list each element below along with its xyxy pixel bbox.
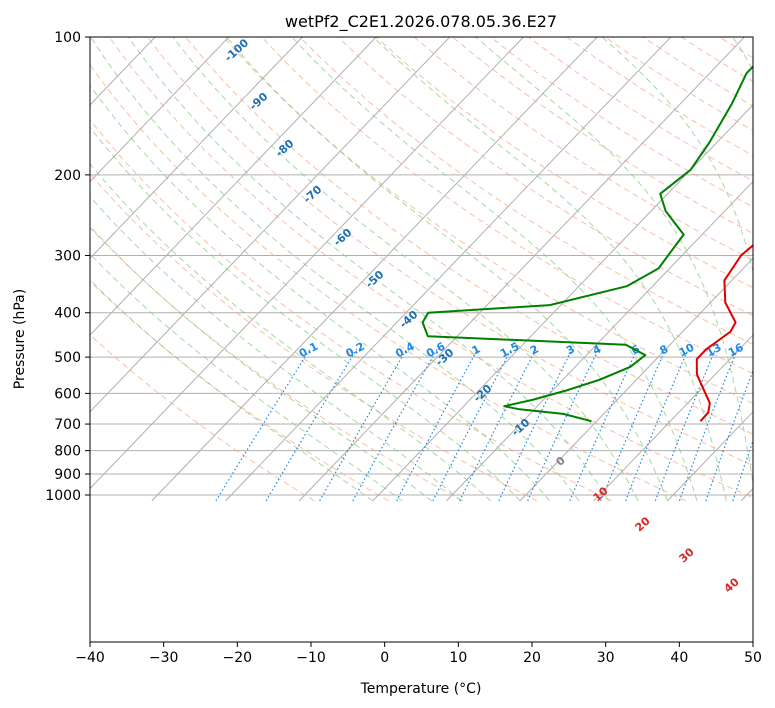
- x-tick-label: 50: [744, 650, 762, 666]
- moist-adiabat-line: [90, 195, 462, 502]
- mixing-ratio-line: [527, 348, 600, 502]
- plot-background: [90, 37, 753, 642]
- moist-adiabat-line: [291, 37, 698, 502]
- x-tick-label: 10: [449, 650, 467, 666]
- y-axis-ticks: 100 200 300 400 500 600 700 800 900 1000: [45, 30, 90, 504]
- moist-adiabat-line: [90, 279, 374, 502]
- y-tick-label: 400: [54, 306, 81, 322]
- dry-adiabat-line: [223, 37, 753, 405]
- moist-adiabat-line: [127, 37, 609, 502]
- dry-adiabat-line: [90, 119, 612, 502]
- x-tick-label: 30: [597, 650, 615, 666]
- y-tick-label: 300: [54, 249, 81, 265]
- mixing-ratio-line: [705, 369, 753, 502]
- isotherm-line: [519, 257, 753, 502]
- dry-adiabat-line: [90, 280, 389, 502]
- profile-series: [421, 65, 753, 423]
- moist-adiabat-lines: [90, 37, 753, 502]
- isotherm-line: [90, 37, 303, 260]
- isotherm-line: [90, 37, 377, 336]
- mixing-ratio-line: [319, 348, 408, 502]
- temperature-profile-line: [695, 243, 753, 422]
- mixing-ratio-line: [396, 348, 479, 502]
- y-tick-label: 200: [54, 168, 81, 184]
- mixing-ratio-lines: [215, 348, 775, 502]
- isotherm-line: [90, 37, 524, 490]
- isotherm-line: [446, 180, 753, 502]
- x-tick-label: −40: [75, 650, 105, 666]
- y-axis-label: Pressure (hPa): [12, 289, 28, 389]
- isotherm-line: [225, 37, 672, 502]
- mixing-ratio-line: [432, 348, 512, 502]
- mixing-ratio-line: [459, 348, 537, 502]
- moist-adiabat-line: [475, 37, 753, 486]
- dry-adiabat-line: [108, 37, 753, 499]
- y-tick-label: 700: [54, 417, 81, 433]
- moist-adiabat-line: [601, 37, 753, 274]
- dry-adiabat-line: [90, 173, 538, 502]
- mixing-ratio-label: 13: [704, 341, 724, 360]
- dry-adiabat-line: [90, 334, 315, 502]
- x-tick-label: 40: [670, 650, 688, 666]
- mixing-ratio-line: [265, 348, 358, 502]
- chart-title: wetPf2_C2E1.2026.078.05.36.E27: [285, 12, 557, 32]
- dry-adiabat-line: [90, 63, 687, 502]
- mixing-ratio-line: [678, 348, 739, 502]
- dry-adiabat-line: [185, 37, 753, 435]
- y-tick-label: 800: [54, 444, 81, 460]
- dry-adiabat-line: [757, 37, 775, 501]
- isotherm-line: [372, 104, 753, 502]
- mixing-ratio-line: [498, 348, 573, 502]
- mixing-ratio-line: [352, 348, 438, 502]
- moist-adiabat-line: [172, 37, 639, 502]
- moist-adiabat-line: [90, 37, 580, 502]
- y-tick-label: 500: [54, 350, 81, 366]
- dry-adiabat-line: [337, 37, 753, 317]
- mixing-ratio-label: 16: [726, 341, 746, 360]
- isotherm-line: [667, 411, 753, 502]
- mixing-ratio-line: [569, 348, 638, 502]
- dewpoint-profile-line: [421, 65, 753, 423]
- moist-adiabat-line: [372, 37, 727, 501]
- moist-adiabat-line: [226, 37, 668, 502]
- x-tick-label: 20: [523, 650, 541, 666]
- mixing-ratio-line: [600, 348, 667, 502]
- x-tick-label: −10: [296, 650, 326, 666]
- plot-frame: [89, 36, 754, 643]
- mixing-ratio-line: [755, 349, 775, 501]
- x-tick-label: 0: [380, 650, 389, 666]
- y-tick-label: 900: [54, 467, 81, 483]
- moist-adiabat-line: [90, 253, 403, 502]
- isotherm-line: [90, 37, 230, 183]
- isotherm-line: [0, 37, 8, 501]
- moist-adiabat-line: [90, 163, 492, 502]
- y-tick-label: 1000: [45, 488, 81, 504]
- dry-adiabat-lines: [90, 37, 775, 502]
- isotherm-line: [151, 37, 598, 502]
- mixing-ratio-label: 10: [677, 341, 697, 360]
- moist-adiabat-line: [90, 225, 433, 502]
- x-tick-label: −30: [149, 650, 179, 666]
- mixing-ratio-line: [215, 348, 311, 502]
- isotherm-lines: [0, 37, 753, 502]
- x-axis-label: Temperature (°C): [360, 681, 482, 697]
- x-tick-label: −20: [223, 650, 253, 666]
- moist-adiabat-line: [90, 84, 550, 502]
- x-axis-ticks: −40 −30 −20 −10 0 10 20 30 40 50: [75, 642, 762, 666]
- moist-adiabat-line: [90, 126, 521, 502]
- dry-adiabat-line: [375, 37, 753, 289]
- isotherm-line: [593, 334, 753, 502]
- isotherm-line: [298, 37, 745, 502]
- y-tick-label: 600: [54, 386, 81, 402]
- dry-adiabat-line: [146, 37, 753, 467]
- y-tick-label: 100: [54, 30, 81, 46]
